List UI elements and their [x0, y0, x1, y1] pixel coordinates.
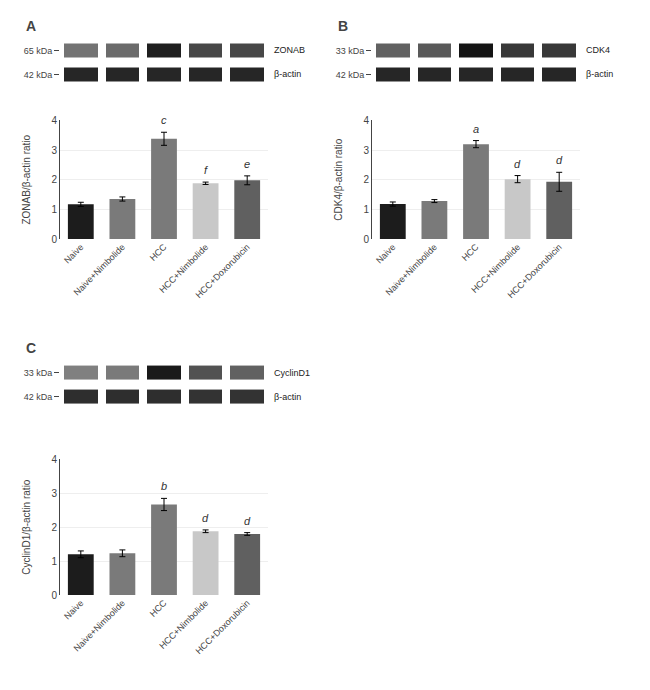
- svg-text:Naive: Naive: [374, 242, 397, 265]
- svg-text:33 kDa: 33 kDa: [336, 46, 365, 56]
- svg-text:f: f: [204, 164, 208, 176]
- svg-text:HCC: HCC: [148, 598, 169, 619]
- svg-text:c: c: [161, 114, 167, 126]
- svg-text:β-actin: β-actin: [586, 69, 613, 79]
- svg-text:4: 4: [51, 115, 57, 126]
- svg-text:HCC+Doxorubicin: HCC+Doxorubicin: [506, 242, 564, 300]
- svg-text:B: B: [338, 18, 348, 34]
- svg-text:3: 3: [51, 488, 57, 499]
- svg-text:4: 4: [363, 115, 369, 126]
- svg-text:2: 2: [363, 174, 369, 185]
- svg-text:2: 2: [51, 174, 57, 185]
- svg-text:ZONAB: ZONAB: [274, 45, 305, 55]
- svg-text:0: 0: [51, 590, 57, 601]
- svg-text:42 kDa: 42 kDa: [24, 392, 53, 402]
- svg-text:0: 0: [51, 234, 57, 245]
- svg-text:CDK4/β-actin ratio: CDK4/β-actin ratio: [333, 138, 344, 220]
- svg-text:4: 4: [51, 454, 57, 465]
- svg-text:d: d: [244, 515, 251, 527]
- svg-text:1: 1: [363, 204, 369, 215]
- svg-text:CyclinD1/β-actin ratio: CyclinD1/β-actin ratio: [21, 479, 32, 575]
- svg-text:0: 0: [363, 234, 369, 245]
- svg-text:CyclinD1: CyclinD1: [274, 368, 310, 378]
- svg-text:a: a: [473, 123, 479, 135]
- svg-text:d: d: [556, 154, 563, 166]
- svg-text:Naive+Nimbolide: Naive+Nimbolide: [72, 598, 127, 653]
- svg-text:ZONAB/β-actin ratio: ZONAB/β-actin ratio: [21, 134, 32, 224]
- svg-text:Naive+Nimbolide: Naive+Nimbolide: [384, 242, 439, 297]
- svg-text:42 kDa: 42 kDa: [336, 70, 365, 80]
- svg-text:1: 1: [51, 556, 57, 567]
- svg-text:A: A: [26, 18, 36, 34]
- svg-text:HCC+Nimbolide: HCC+Nimbolide: [469, 242, 522, 295]
- svg-text:β-actin: β-actin: [274, 392, 301, 402]
- svg-text:HCC: HCC: [148, 242, 169, 263]
- svg-text:HCC+Nimbolide: HCC+Nimbolide: [157, 242, 210, 295]
- svg-text:1: 1: [51, 204, 57, 215]
- svg-text:d: d: [514, 158, 521, 170]
- svg-text:HCC+Doxorubicin: HCC+Doxorubicin: [194, 598, 252, 656]
- svg-text:65 kDa: 65 kDa: [24, 46, 53, 56]
- svg-text:b: b: [161, 480, 167, 492]
- svg-text:e: e: [244, 158, 250, 170]
- svg-text:d: d: [202, 512, 209, 524]
- svg-text:Naive: Naive: [62, 242, 85, 265]
- svg-text:42 kDa: 42 kDa: [24, 70, 53, 80]
- svg-text:CDK4: CDK4: [586, 45, 610, 55]
- svg-text:HCC+Nimbolide: HCC+Nimbolide: [157, 598, 210, 651]
- svg-text:β-actin: β-actin: [274, 69, 301, 79]
- svg-text:HCC+Doxorubicin: HCC+Doxorubicin: [194, 242, 252, 300]
- svg-text:33 kDa: 33 kDa: [24, 368, 53, 378]
- svg-text:3: 3: [363, 145, 369, 156]
- svg-text:Naive+Nimbolide: Naive+Nimbolide: [72, 242, 127, 297]
- svg-text:2: 2: [51, 522, 57, 533]
- svg-text:C: C: [26, 340, 36, 356]
- svg-text:3: 3: [51, 145, 57, 156]
- svg-text:HCC: HCC: [460, 242, 481, 263]
- svg-text:Naive: Naive: [62, 598, 85, 621]
